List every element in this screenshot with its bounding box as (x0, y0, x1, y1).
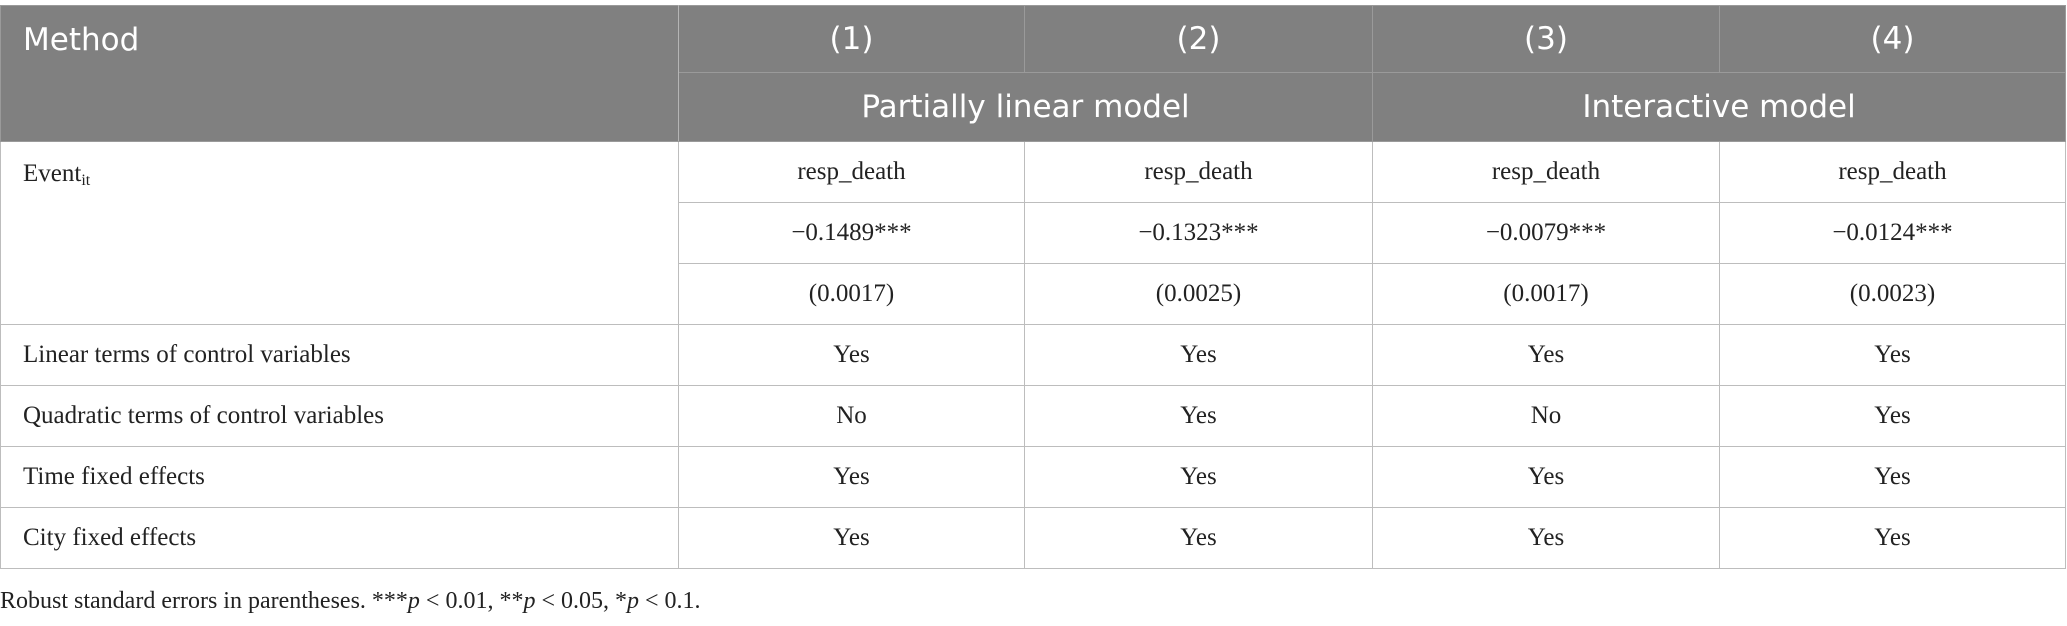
cell: −0.1323*** (1024, 202, 1373, 264)
row-label: Eventit (0, 141, 679, 325)
row-label: Linear terms of control variables (0, 324, 679, 386)
footnote-part: p (627, 588, 639, 614)
header-method: Method (0, 5, 679, 142)
column-header: (3) (1372, 5, 1720, 73)
footnote-part: < 0.1. (639, 588, 701, 614)
column-header: (1) (678, 5, 1025, 73)
cell: resp_death (1024, 141, 1373, 203)
cell: Yes (1024, 446, 1373, 508)
group-header: Partially linear model (678, 72, 1373, 142)
cell: resp_death (1372, 141, 1720, 203)
cell: −0.0079*** (1372, 202, 1720, 264)
footnote-part: p (523, 588, 536, 614)
cell: Yes (1372, 446, 1720, 508)
cell: Yes (1372, 324, 1720, 386)
row: Linear terms of control variables Yes Yes Y… (0, 324, 2066, 386)
cell: Yes (1024, 324, 1373, 386)
footnote-part: p (407, 588, 420, 614)
cell: (0.0017) (678, 263, 1025, 325)
group-header: Interactive model (1372, 72, 2066, 142)
cell: Yes (678, 507, 1025, 569)
column-header: (4) (1719, 5, 2066, 73)
cell: (0.0023) (1719, 263, 2066, 325)
cell: (0.0025) (1024, 263, 1373, 325)
cell: No (678, 385, 1025, 447)
cell: Yes (1719, 507, 2066, 569)
row-label: Quadratic terms of control variables (0, 385, 679, 447)
cell: −0.1489*** (678, 202, 1025, 264)
cell: −0.0124*** (1719, 202, 2066, 264)
row: Quadratic terms of control variables No Ye… (0, 385, 2066, 447)
results-table: Method (1) (2) (3) (4) Partially linear … (0, 5, 2066, 569)
cell: Yes (1024, 385, 1373, 447)
event-label: Event (23, 160, 82, 187)
cell: Yes (1719, 385, 2066, 447)
cell: Yes (678, 446, 1025, 508)
cell: Yes (1024, 507, 1373, 569)
cell: resp_death (1719, 141, 2066, 203)
column-header: (2) (1024, 5, 1373, 73)
cell: Yes (1719, 324, 2066, 386)
row: Time fixed effects Yes Yes Yes Yes (0, 446, 2066, 508)
cell: Yes (1372, 507, 1720, 569)
cell: resp_death (678, 141, 1025, 203)
event-subscript: it (81, 172, 91, 189)
cell: (0.0017) (1372, 263, 1720, 325)
cell: Yes (1719, 446, 2066, 508)
footnote-part: < 0.01, ** (419, 588, 524, 614)
row: City fixed effects Yes Yes Yes Yes (0, 507, 2066, 569)
row-label: City fixed effects (0, 507, 679, 569)
footnote-part: Robust standard errors in parentheses. *… (0, 588, 408, 614)
footnote-part: < 0.05, * (535, 588, 627, 614)
footnote: Robust standard errors in parentheses. *… (0, 588, 701, 615)
row-label: Time fixed effects (0, 446, 679, 508)
cell: Yes (678, 324, 1025, 386)
cell: No (1372, 385, 1720, 447)
